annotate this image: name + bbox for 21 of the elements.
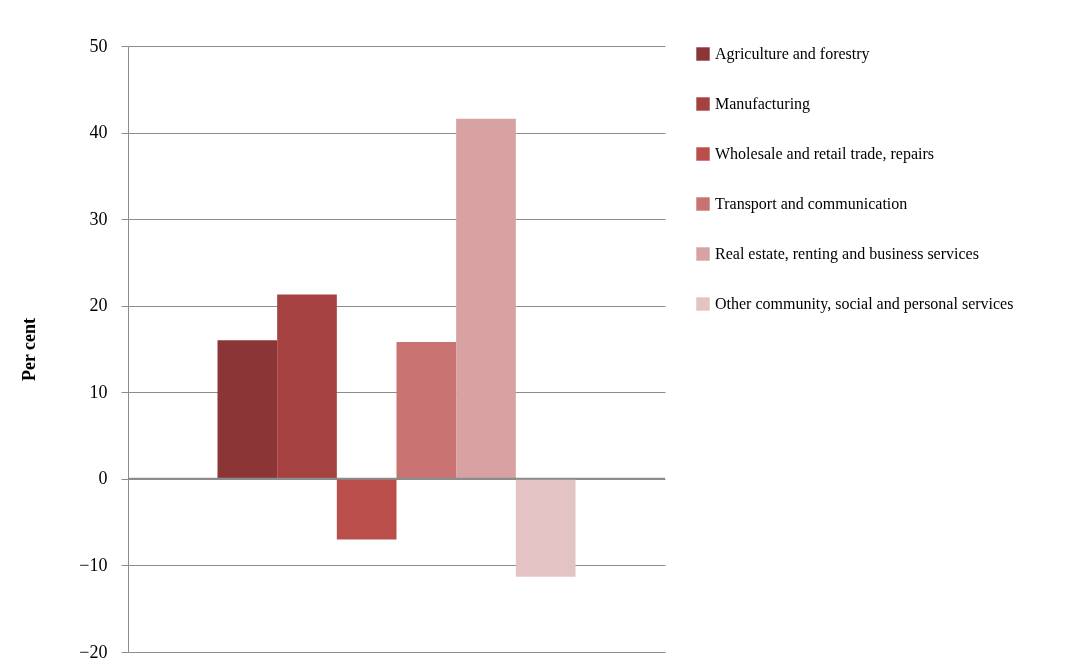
y-tick-label: 0	[98, 468, 108, 489]
legend-label: Real estate, renting and business services	[715, 245, 979, 263]
legend-label: Agriculture and forestry	[715, 45, 870, 63]
bar	[336, 478, 397, 540]
bar	[396, 342, 457, 479]
y-tick-label: 30	[89, 208, 108, 229]
y-tick-label: 10	[89, 381, 108, 402]
y-tick-label: 40	[89, 122, 108, 143]
y-tick-label: −10	[79, 554, 108, 575]
legend-label: Wholesale and retail trade, repairs	[715, 145, 934, 163]
y-tick-label: 20	[89, 295, 108, 316]
bar	[515, 478, 576, 577]
legend-label: Transport and communication	[715, 195, 908, 213]
y-tick-label: −20	[79, 641, 108, 662]
bar	[277, 294, 337, 479]
bar	[456, 118, 516, 479]
bar	[217, 340, 278, 479]
y-tick-label: 50	[89, 35, 108, 56]
legend-label: Other community, social and personal services	[715, 295, 1014, 313]
y-axis-title: Per cent	[19, 317, 40, 382]
legend-label: Manufacturing	[715, 95, 811, 113]
